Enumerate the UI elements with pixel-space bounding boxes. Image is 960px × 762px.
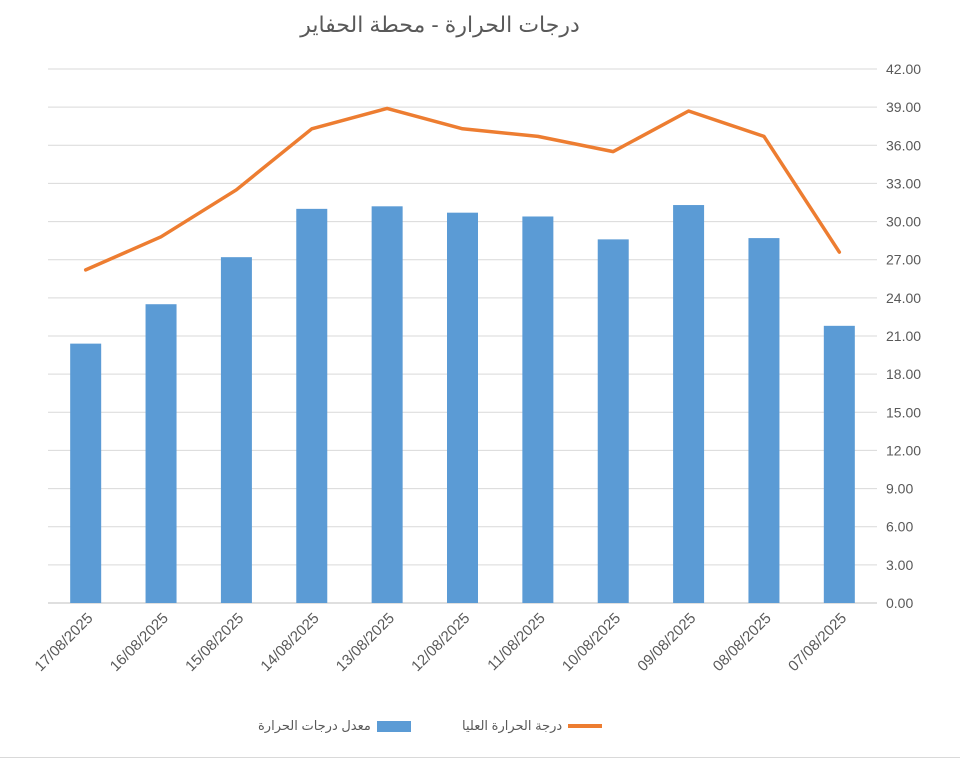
bar [296, 208, 328, 603]
bar [70, 343, 102, 603]
y-tick-label: 33.00 [886, 175, 921, 191]
y-tick-label: 12.00 [886, 442, 921, 458]
legend-label-line: درجة الحرارة العليا [462, 718, 563, 733]
x-tick-label: 08/08/2025 [710, 610, 775, 675]
x-tick-label: 14/08/2025 [257, 610, 322, 675]
y-tick-label: 21.00 [886, 328, 921, 344]
x-tick-label: 13/08/2025 [333, 610, 398, 675]
x-tick-label: 17/08/2025 [31, 610, 96, 675]
x-tick-label: 10/08/2025 [559, 610, 624, 675]
x-tick-label: 11/08/2025 [484, 610, 548, 674]
x-tick-label: 07/08/2025 [785, 610, 850, 675]
legend-item-bar: معدل درجات الحرارة [258, 718, 411, 734]
y-tick-label: 27.00 [886, 252, 921, 268]
legend: معدل درجات الحرارة درجة الحرارة العليا [0, 718, 960, 738]
y-tick-label: 30.00 [886, 214, 921, 230]
y-tick-label: 15.00 [886, 404, 921, 420]
x-tick-label: 09/08/2025 [634, 610, 699, 675]
x-tick-label: 12/08/2025 [408, 610, 473, 675]
chart-plot: 0.00 3.00 6.00 9.00 12.00 15.00 18.00 21.00 24.0… [31, 61, 921, 675]
y-tick-label: 6.00 [886, 519, 913, 535]
bar [522, 216, 554, 603]
series-line [83, 106, 842, 272]
legend-item-line: درجة الحرارة العليا [462, 718, 603, 734]
legend-label-bar: معدل درجات الحرارة [258, 718, 371, 733]
y-tick-label: 24.00 [886, 290, 921, 306]
y-tick-label: 42.00 [886, 61, 921, 77]
bar [597, 239, 629, 603]
bar [145, 304, 177, 603]
legend-swatch-line [568, 724, 603, 728]
y-tick-label: 39.00 [886, 99, 921, 115]
bar [220, 257, 252, 603]
bottom-divider [0, 757, 960, 758]
legend-swatch-bar [376, 720, 411, 732]
y-tick-label: 3.00 [886, 557, 913, 573]
y-tick-label: 18.00 [886, 366, 921, 382]
x-tick-label: 16/08/2025 [107, 610, 172, 675]
bar [823, 325, 855, 603]
y-tick-label: 9.00 [886, 481, 913, 497]
bar [748, 238, 780, 603]
bar [447, 212, 478, 603]
y-tick-label: 0.00 [886, 595, 913, 611]
chart-title: درجات الحرارة - محطة الحفاير [300, 12, 580, 37]
y-tick-label: 36.00 [886, 137, 921, 153]
bar [371, 206, 403, 604]
bar [673, 205, 705, 604]
x-tick-label: 15/08/2025 [182, 610, 247, 675]
